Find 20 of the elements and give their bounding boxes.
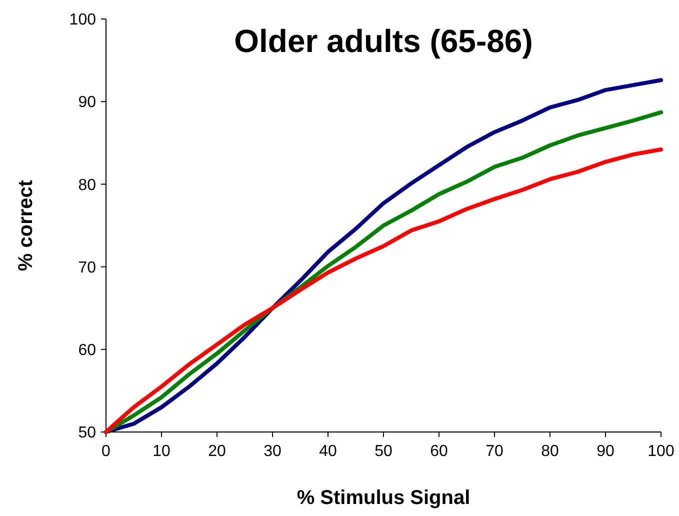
x-axis-title: % Stimulus Signal [296, 487, 470, 509]
x-tick-label: 70 [486, 443, 504, 460]
x-tick-label: 0 [102, 443, 111, 460]
y-tick-label: 60 [78, 342, 96, 359]
x-tick-label: 90 [596, 443, 614, 460]
x-tick-label: 40 [319, 443, 337, 460]
x-tick-label: 100 [648, 443, 674, 460]
y-tick-label: 80 [78, 176, 96, 194]
y-axis-title: % correct [15, 180, 37, 272]
x-tick-label: 50 [374, 443, 392, 460]
x-tick-label: 80 [541, 443, 559, 460]
y-tick-label: 100 [69, 12, 96, 29]
chart-title: Older adults (65-86) [234, 23, 533, 59]
x-tick-label: 10 [152, 443, 170, 460]
x-tick-label: 30 [264, 443, 282, 460]
x-tick-label: 20 [208, 443, 226, 460]
x-tick-label: 60 [430, 443, 448, 460]
y-tick-label: 70 [78, 259, 96, 276]
y-tick-label: 90 [78, 94, 96, 112]
y-tick-label: 50 [78, 424, 96, 442]
